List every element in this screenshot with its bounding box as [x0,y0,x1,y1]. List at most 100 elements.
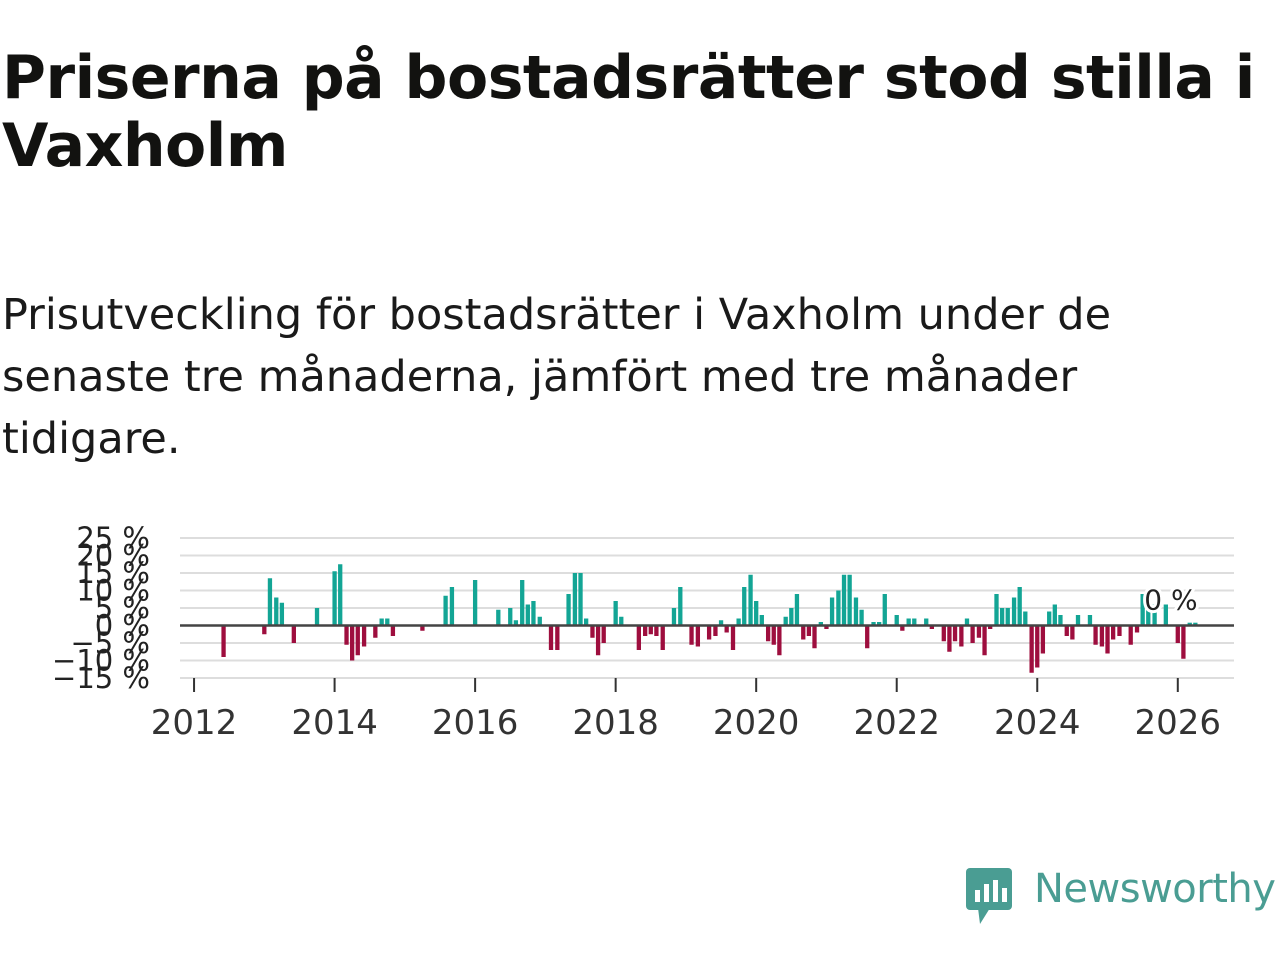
bar [964,618,970,626]
bar [601,625,606,643]
bar [1146,608,1151,626]
bar [724,625,729,633]
bar [548,625,554,650]
bar [829,597,835,626]
bar [841,574,847,626]
y-tick-label: −5 % [70,626,150,660]
last-value-label: 0 % [1144,584,1197,617]
x-tick-label: 2014 [291,703,378,743]
bar [794,594,800,626]
bar [1163,604,1168,626]
x-tick-label: 2018 [572,703,659,743]
y-axis: −15 %−10 %−5 %0 %5 %10 %15 %20 %25 % [52,521,150,695]
bar [806,625,812,636]
y-tick-label: 0 % [95,609,150,643]
bar [1152,604,1157,626]
bar [906,618,911,626]
bar [291,625,296,643]
newsworthy-logo[interactable]: Newsworthy [962,862,1278,932]
brand-name: Newsworthy [1034,866,1276,912]
bar [332,571,337,626]
bar [1128,625,1133,645]
bar [654,625,659,636]
bar [970,625,975,643]
bar [385,618,390,626]
bar [771,625,776,645]
bar [765,625,771,642]
bar [420,625,425,631]
y-tick-label: 20 % [76,539,150,573]
bar [361,625,367,647]
bar [941,625,946,642]
bar [789,608,794,626]
bar [619,616,624,626]
bar [1099,625,1105,647]
x-tick-label: 2012 [151,703,238,743]
bar [613,601,618,626]
bar [262,625,267,635]
bar [865,625,870,649]
bar [648,625,653,635]
bar [555,625,560,650]
x-tick-label: 2016 [432,703,519,743]
bar [929,625,935,629]
bar [1070,625,1075,640]
bar [678,587,683,626]
bar [1134,625,1140,633]
bar [759,615,764,626]
bar [1052,604,1057,626]
bar [1040,625,1046,654]
x-tick-label: 2024 [994,703,1081,743]
bar [730,625,736,650]
bar [912,618,917,626]
bar [1181,625,1186,659]
bar [513,620,519,626]
bar [994,594,999,626]
bar [812,625,817,649]
x-tick-label: 2022 [853,703,940,743]
bar [643,625,648,636]
bar [355,625,360,656]
chart-subtitle: Prisutveckling för bostadsrätter i Vaxho… [2,290,1112,464]
bar [660,625,665,650]
bar [525,604,530,626]
bar [695,625,701,647]
bar [1117,625,1122,636]
bar [713,625,718,636]
bar [706,625,712,640]
bar [718,620,724,626]
bar [1023,611,1028,626]
bar [274,597,279,626]
y-tick-label: −15 % [52,661,150,695]
annotations: 0 % [1141,581,1200,620]
bar [877,622,882,626]
bar [496,609,501,626]
bar [338,564,343,626]
bar [894,615,899,626]
bar [836,590,841,626]
bar [572,573,578,626]
bar [531,601,536,626]
x-tick-label: 2020 [713,703,800,743]
bar [636,625,641,650]
bar [590,625,595,638]
bar [853,597,859,626]
bar [1105,625,1110,654]
bar [689,625,694,645]
y-tick-label: 5 % [95,591,150,625]
bar [783,616,788,626]
bar [824,625,829,629]
bar [988,625,993,629]
bar [671,608,677,626]
bar [1110,625,1116,640]
bar [344,625,349,645]
bar [947,625,952,652]
bar [859,609,864,626]
bar [1035,625,1040,668]
bar [818,622,823,626]
x-tick-label: 2026 [1135,703,1222,743]
bar [924,618,929,626]
y-tick-label: 25 % [76,521,150,555]
chart-title: Priserna på bostadsrätter stod stilla i … [2,43,1255,181]
bar [1029,625,1034,673]
